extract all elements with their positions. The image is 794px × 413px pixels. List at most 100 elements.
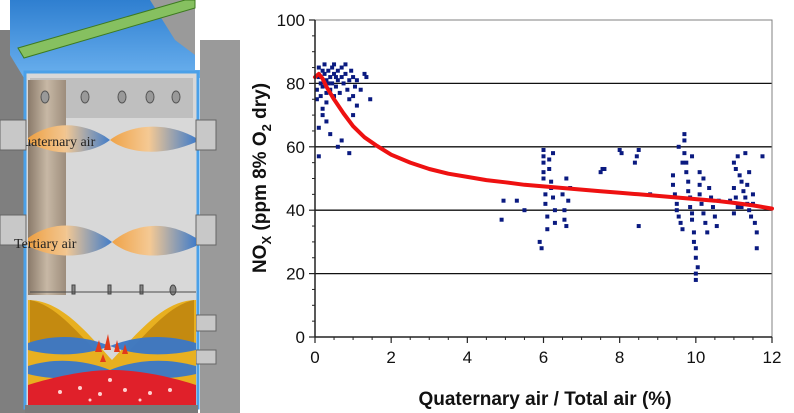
data-point: [562, 217, 567, 222]
data-point: [632, 160, 637, 165]
boiler-illustration: Quaternary air Tertiary air: [0, 0, 240, 413]
data-point: [741, 189, 746, 194]
data-point: [682, 151, 687, 156]
data-point: [541, 160, 546, 165]
fuel-bed: [28, 370, 196, 405]
data-point: [349, 68, 354, 73]
x-axis-title: Quaternary air / Total air (%): [418, 389, 671, 410]
y-tick-label: 80: [286, 74, 305, 93]
data-point: [541, 176, 546, 181]
data-point: [735, 205, 740, 210]
data-point: [328, 132, 333, 137]
data-point: [324, 78, 329, 83]
data-point: [676, 144, 681, 149]
data-point: [343, 62, 348, 67]
data-point: [733, 195, 738, 200]
x-tick-label: 6: [539, 348, 548, 367]
data-point: [693, 246, 698, 251]
data-point: [541, 154, 546, 159]
data-point: [733, 166, 738, 171]
data-point: [332, 62, 337, 67]
data-point: [514, 198, 519, 203]
data-point: [745, 201, 750, 206]
data-point: [316, 125, 321, 130]
data-point: [697, 170, 702, 175]
data-point: [333, 75, 338, 80]
data-point: [351, 113, 356, 118]
data-point: [314, 87, 319, 92]
data-point: [743, 195, 748, 200]
data-point: [707, 186, 712, 191]
data-point: [709, 195, 714, 200]
data-point: [347, 78, 352, 83]
data-point: [320, 106, 325, 111]
data-point: [693, 277, 698, 282]
data-point: [560, 192, 565, 197]
data-point: [328, 75, 333, 80]
data-point: [703, 220, 708, 225]
x-tick-label: 0: [310, 348, 319, 367]
data-point: [330, 65, 335, 70]
data-point: [682, 138, 687, 143]
data-point: [566, 198, 571, 203]
quaternary-air-label: Quaternary air: [14, 135, 96, 150]
data-point: [680, 227, 685, 232]
data-point: [337, 90, 342, 95]
y-tick-label: 20: [286, 265, 305, 284]
data-point: [731, 211, 736, 216]
data-point: [324, 90, 329, 95]
x-tick-label: 12: [763, 348, 782, 367]
data-point: [501, 198, 506, 203]
data-point: [743, 151, 748, 156]
data-point: [745, 182, 750, 187]
x-tick-label: 2: [386, 348, 395, 367]
data-point: [551, 151, 556, 156]
data-point: [699, 201, 704, 206]
data-point: [634, 154, 639, 159]
data-point: [739, 179, 744, 184]
data-point: [322, 71, 327, 76]
data-point: [347, 151, 352, 156]
data-point: [682, 132, 687, 137]
data-point: [678, 220, 683, 225]
data-point: [354, 103, 359, 108]
data-point: [684, 170, 689, 175]
trend-curve: [313, 71, 774, 211]
data-point: [368, 97, 373, 102]
y-tick-label: 0: [296, 328, 305, 347]
data-point: [636, 147, 641, 152]
tertiary-air-label: Tertiary air: [14, 237, 77, 252]
data-point: [545, 227, 550, 232]
data-point: [341, 81, 346, 86]
scatter-points: [314, 62, 765, 282]
data-point: [695, 265, 700, 270]
data-point: [552, 208, 557, 213]
data-point: [712, 214, 717, 219]
data-point: [690, 211, 695, 216]
data-point: [735, 154, 740, 159]
data-point: [739, 205, 744, 210]
data-point: [701, 176, 706, 181]
data-point: [322, 62, 327, 67]
data-point: [674, 208, 679, 213]
data-point: [499, 217, 504, 222]
data-point: [688, 195, 693, 200]
data-point: [354, 78, 359, 83]
x-ticks: 0 2 4 6 8 10 12: [310, 337, 781, 367]
data-point: [358, 87, 363, 92]
data-point: [339, 138, 344, 143]
data-point: [691, 230, 696, 235]
tertiary-air-jets: [28, 225, 196, 256]
y-tick-label: 60: [286, 138, 305, 157]
data-point: [318, 94, 323, 99]
data-point: [562, 208, 567, 213]
data-point: [351, 94, 356, 99]
data-point: [670, 182, 675, 187]
data-point: [345, 87, 350, 92]
plot-area: [314, 19, 773, 338]
data-point: [705, 230, 710, 235]
flue-column: [28, 80, 66, 295]
data-point: [750, 192, 755, 197]
data-point: [545, 214, 550, 219]
data-point: [636, 224, 641, 229]
